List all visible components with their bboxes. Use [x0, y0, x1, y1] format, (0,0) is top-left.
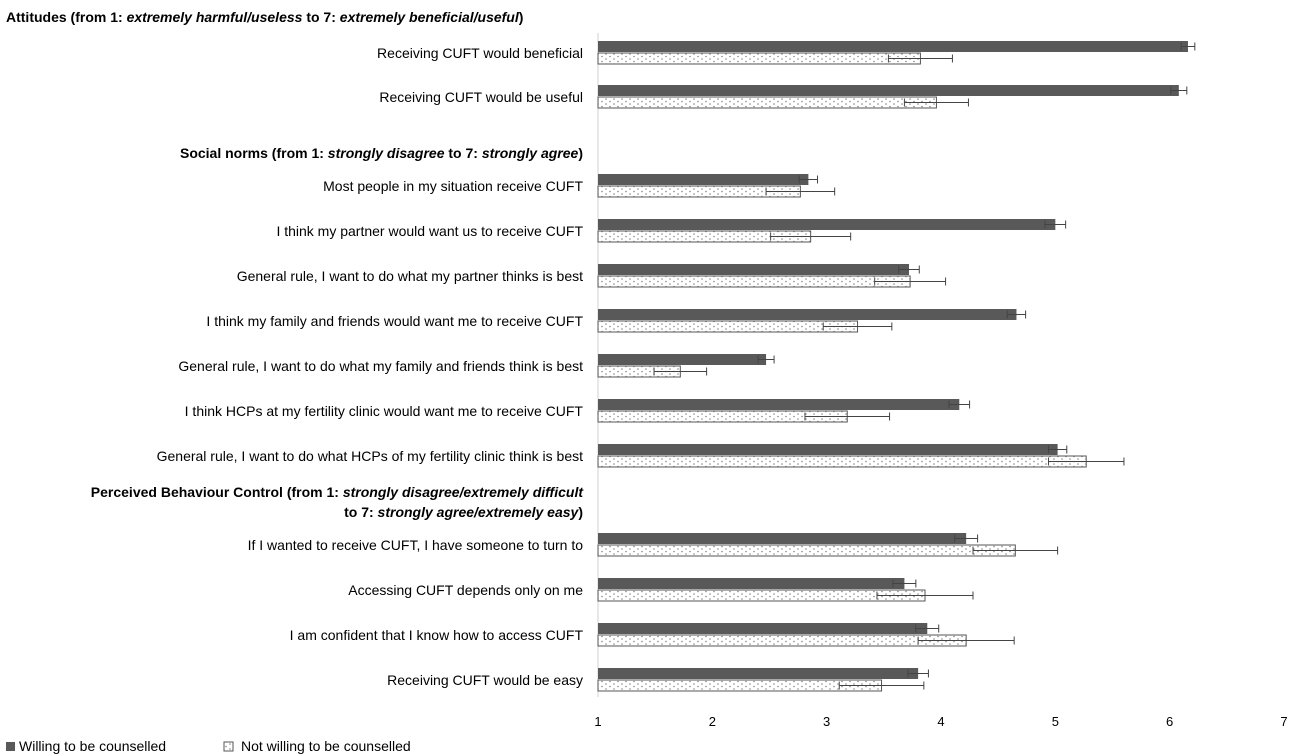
bar-not-willing	[597, 634, 967, 647]
row-label: Receiving CUFT would be useful	[379, 89, 583, 105]
row-label: I think my family and friends would want…	[206, 313, 583, 329]
bar-not-willing	[597, 320, 859, 333]
row-label: I am confident that I know how to access…	[290, 627, 584, 643]
row-label: General rule, I want to do what my famil…	[178, 358, 583, 374]
row-label: Receiving CUFT would be easy	[387, 672, 583, 688]
section-title: Attitudes (from 1: extremely harmful/use…	[6, 9, 523, 25]
bar-willing	[598, 578, 905, 589]
bar-not-willing	[597, 589, 926, 602]
bar-willing	[598, 399, 960, 410]
section-title: Perceived Behaviour Control (from 1: str…	[91, 484, 585, 500]
bar-willing	[598, 41, 1188, 52]
bar-willing	[598, 354, 767, 365]
row-label: I think HCPs at my fertility clinic woul…	[185, 403, 584, 419]
bar-not-willing	[597, 52, 921, 65]
legend-label-willing: Willing to be counselled	[19, 738, 166, 754]
legend-swatch-not-willing	[223, 741, 234, 752]
row-label: Most people in my situation receive CUFT	[323, 178, 583, 194]
bar-willing	[598, 309, 1017, 320]
bar-not-willing	[597, 544, 1016, 557]
bar-not-willing	[597, 96, 937, 109]
bar-willing	[598, 444, 1058, 455]
legend-swatch-willing	[6, 742, 15, 751]
bar-willing	[598, 219, 1056, 230]
bar-not-willing	[597, 455, 1087, 468]
legend-label-not-willing: Not willing to be counselled	[241, 738, 411, 754]
bar-willing	[598, 264, 909, 275]
bar-willing	[598, 85, 1179, 96]
section-title: Social norms (from 1: strongly disagree …	[180, 145, 583, 161]
x-tick-label: 2	[709, 714, 716, 729]
row-label: I think my partner would want us to rece…	[276, 223, 583, 239]
bar-willing	[598, 174, 809, 185]
row-label: General rule, I want to do what my partn…	[237, 268, 583, 284]
x-tick-label: 5	[1052, 714, 1059, 729]
row-label: Receiving CUFT would beneficial	[377, 45, 583, 61]
x-tick-label: 1	[594, 714, 601, 729]
x-tick-label: 4	[937, 714, 944, 729]
legend: Willing to be counselled Not willing to b…	[6, 738, 411, 754]
bar-willing	[598, 533, 967, 544]
row-label: General rule, I want to do what HCPs of …	[157, 448, 583, 464]
x-tick-label: 6	[1166, 714, 1173, 729]
x-tick-label: 3	[823, 714, 830, 729]
bar-willing	[598, 668, 919, 679]
x-tick-label: 7	[1280, 714, 1287, 729]
row-label: If I wanted to receive CUFT, I have some…	[248, 537, 584, 553]
row-label: Accessing CUFT depends only on me	[348, 582, 583, 598]
bar-willing	[598, 623, 928, 634]
section-title-line2: to 7: strongly agree/extremely easy)	[344, 504, 583, 520]
bar-not-willing	[597, 275, 911, 288]
